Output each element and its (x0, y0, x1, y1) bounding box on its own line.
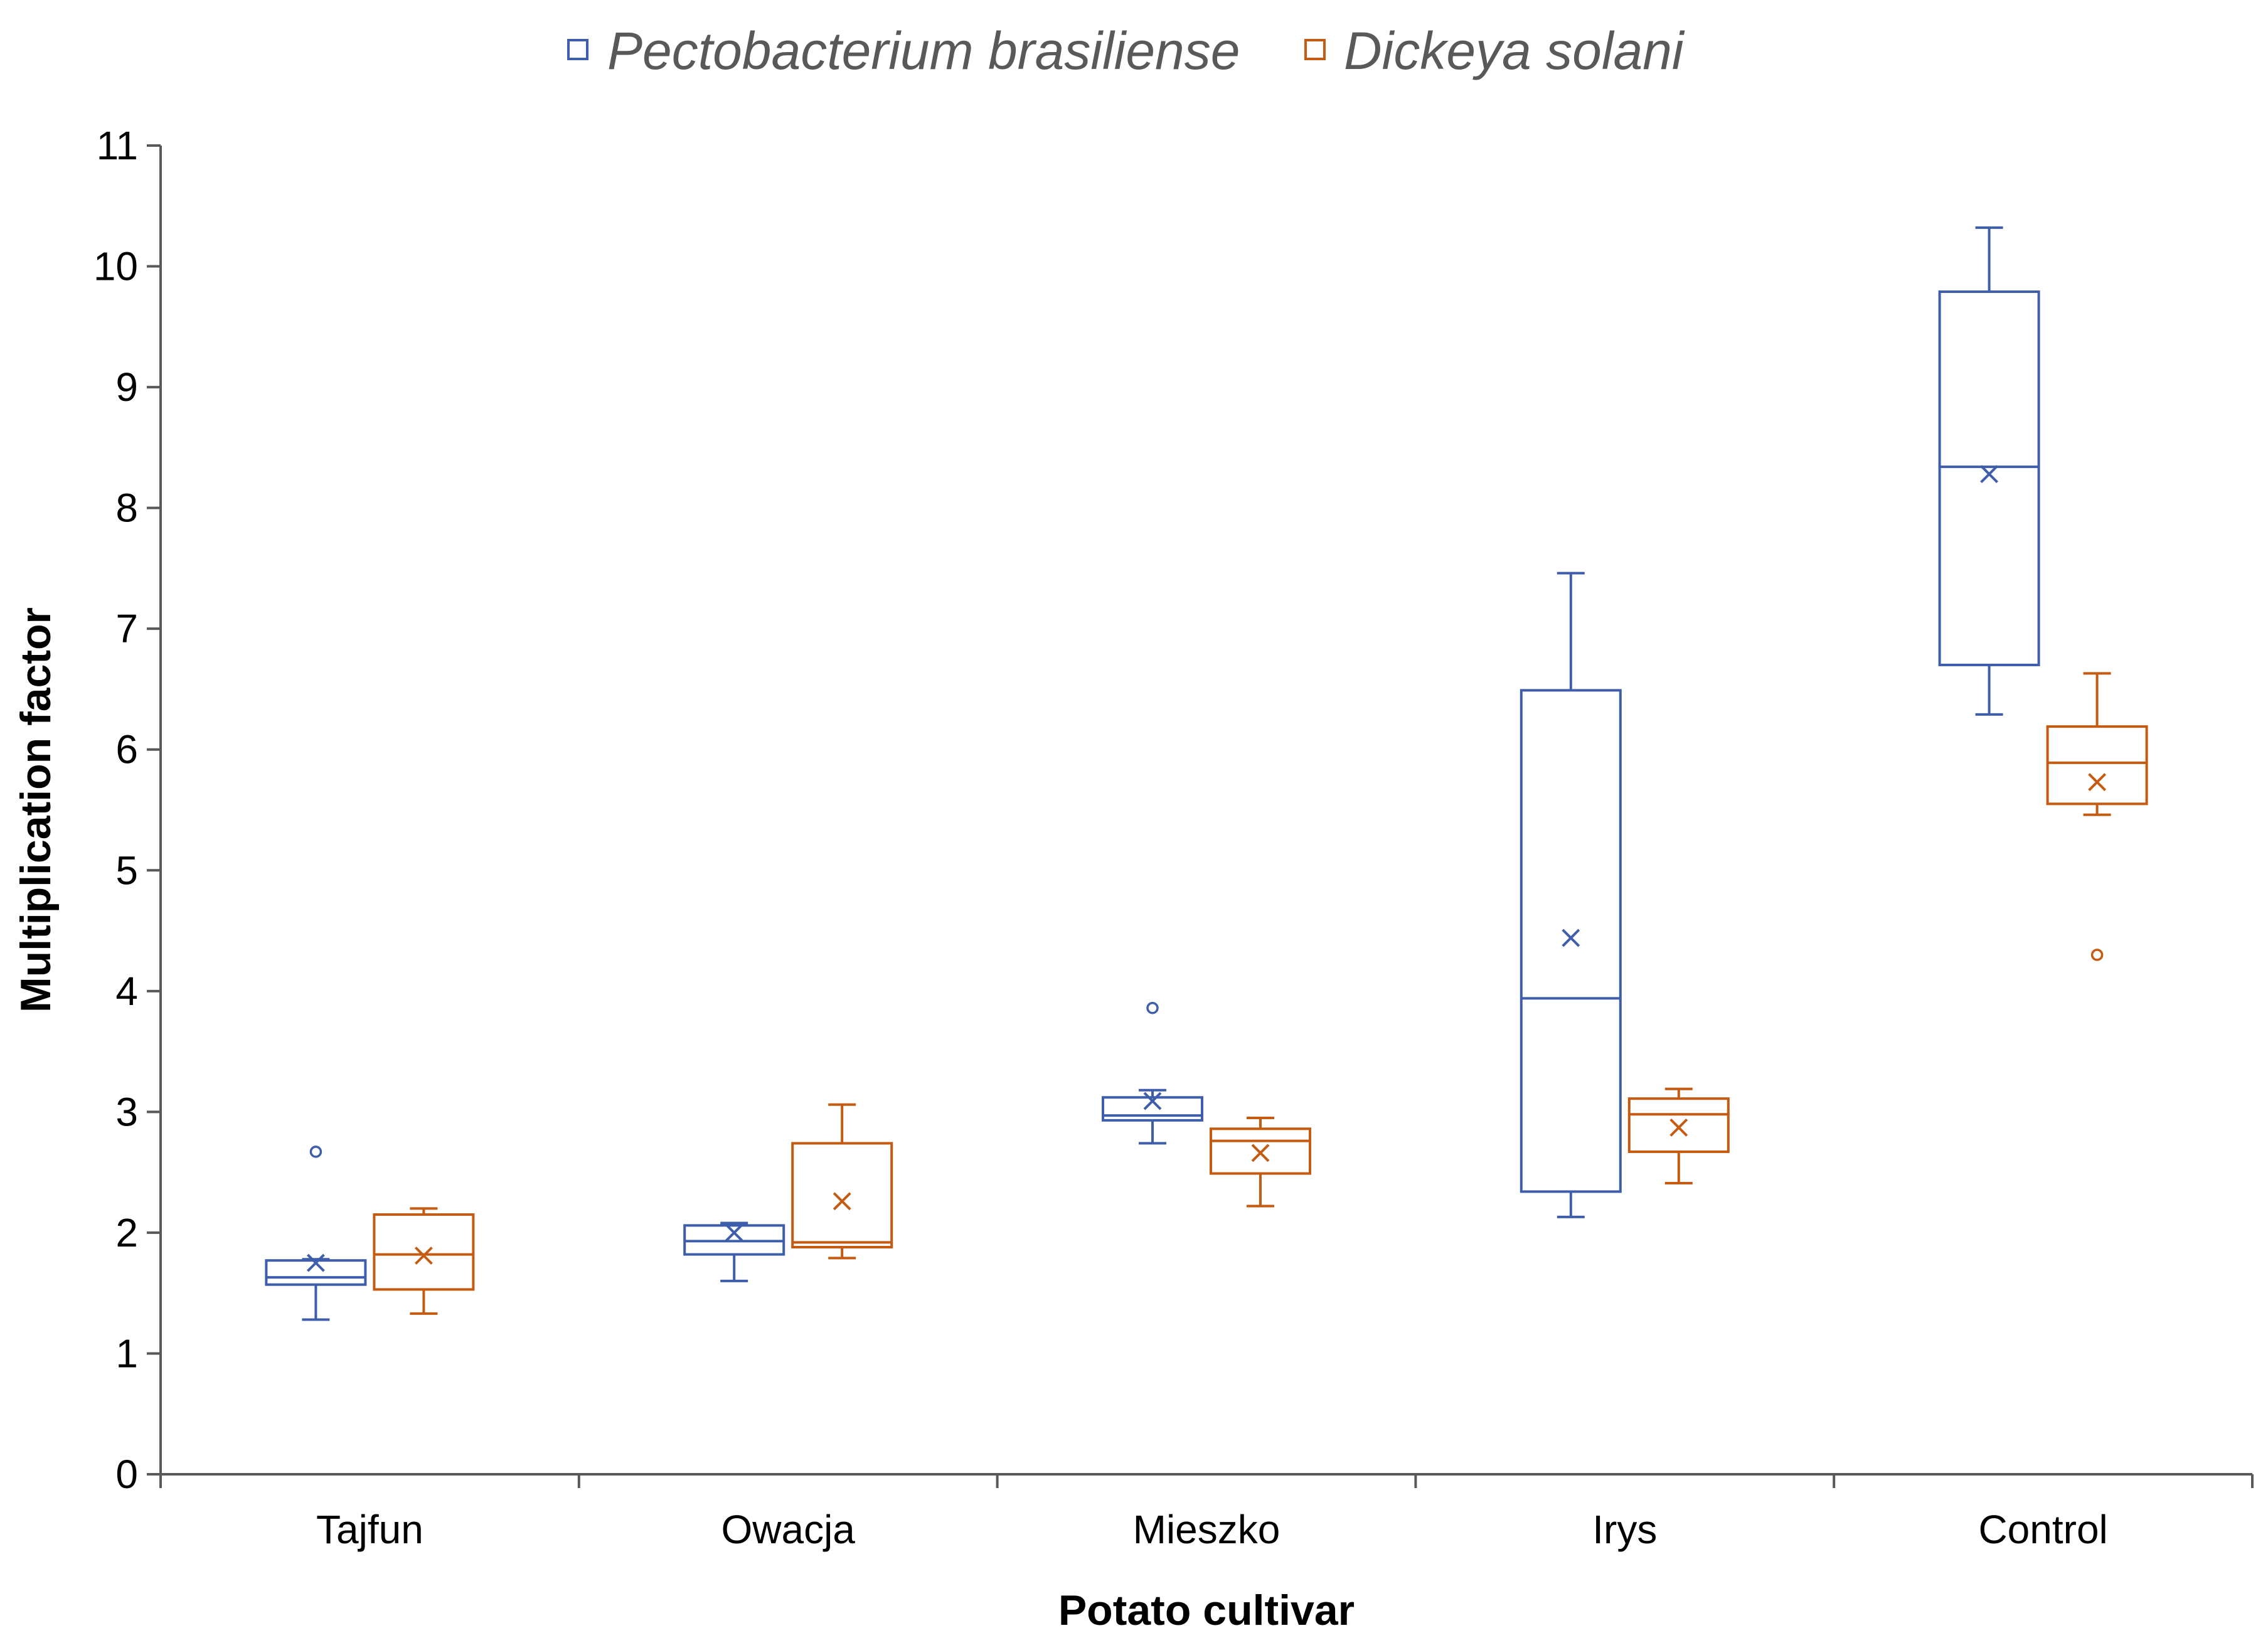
x-tick-label: Tajfun (316, 1507, 423, 1552)
y-tick-label: 5 (115, 848, 138, 893)
box-iqr (1520, 689, 1622, 1193)
box-group (265, 1146, 367, 1321)
box-group (683, 1221, 785, 1282)
mean-marker (1251, 1144, 1270, 1162)
y-tick-label: 2 (115, 1210, 138, 1255)
mean-marker (2088, 773, 2107, 792)
x-axis-ticks: Tajfun Owacja Mieszko Irys Control (159, 1474, 2254, 1552)
box-group (1627, 1087, 1730, 1184)
legend-swatch-dickeya (1304, 39, 1326, 60)
legend-swatch-pectobacterium (567, 39, 588, 60)
box-group (1520, 572, 1622, 1218)
box-group (1938, 226, 2040, 716)
box-iqr (1938, 290, 2040, 666)
legend-label-dickeya: Dickeya solani (1344, 21, 1685, 80)
mean-marker (306, 1253, 325, 1272)
mean-marker (414, 1247, 433, 1265)
box-group (2046, 672, 2148, 961)
mean-marker (1669, 1118, 1688, 1137)
box-iqr (1210, 1127, 1311, 1175)
x-tick-label: Owacja (721, 1507, 855, 1552)
x-tick-label: Control (1978, 1507, 2107, 1552)
y-tick-label: 9 (115, 364, 138, 410)
outlier-point (2090, 949, 2104, 961)
y-tick-label: 10 (93, 244, 138, 289)
box-plots (265, 226, 2148, 1321)
box-iqr (791, 1142, 893, 1249)
box-iqr (1627, 1097, 1730, 1153)
y-tick-label: 8 (115, 486, 138, 531)
mean-marker (1980, 465, 1999, 484)
y-tick-label: 1 (115, 1331, 138, 1376)
y-tick-label: 11 (97, 123, 138, 168)
y-axis-ticks: 0 1 2 3 4 5 6 7 8 9 10 11 (93, 123, 161, 1497)
mean-marker (1143, 1092, 1162, 1110)
outlier-point (1146, 1002, 1159, 1014)
box-group (1210, 1116, 1311, 1208)
y-tick-label: 4 (115, 969, 138, 1014)
mean-marker (1562, 928, 1580, 947)
box-iqr (373, 1213, 475, 1291)
outlier-point (309, 1146, 322, 1158)
y-axis-title: Multiplication factor (12, 607, 60, 1013)
mean-marker (725, 1223, 743, 1242)
box-iqr (2046, 725, 2148, 806)
legend-label-pectobacterium: Pectobacterium brasiliense (607, 21, 1240, 80)
legend: Pectobacterium brasiliense Dickeya solan… (567, 21, 1685, 80)
y-tick-label: 6 (115, 727, 138, 772)
box-group (373, 1207, 475, 1315)
y-tick-label: 0 (115, 1452, 138, 1497)
box-group (791, 1103, 893, 1260)
mean-marker (833, 1192, 851, 1211)
box-group (1102, 1002, 1203, 1145)
y-tick-label: 7 (115, 606, 138, 651)
x-axis-title: Potato cultivar (1058, 1587, 1355, 1634)
x-tick-label: Mieszko (1133, 1507, 1280, 1552)
y-tick-label: 3 (115, 1089, 138, 1134)
x-tick-label: Irys (1592, 1507, 1657, 1552)
